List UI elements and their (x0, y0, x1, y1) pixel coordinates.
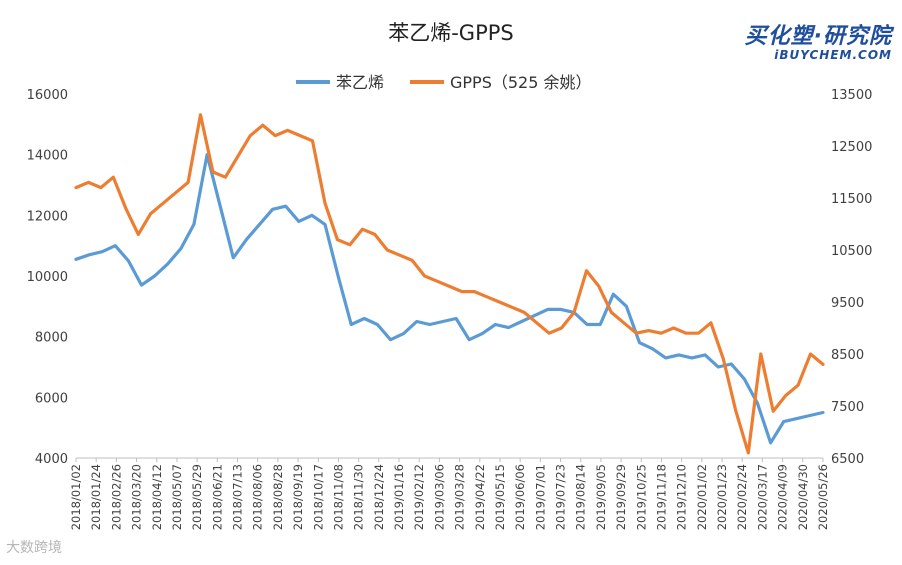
x-tick-label: 2020/02/24 (735, 464, 749, 530)
x-tick-label: 2018/05/29 (190, 464, 204, 530)
y-right-tick-label: 13500 (831, 88, 872, 103)
x-tick-label: 2019/10/25 (634, 464, 648, 530)
y-left-tick-label: 8000 (35, 331, 68, 346)
y-right-tick-label: 7500 (831, 400, 864, 415)
y-right-tick-label: 9500 (831, 296, 864, 311)
y-right-tick-label: 6500 (831, 452, 864, 467)
x-tick-label: 2019/08/14 (574, 464, 588, 530)
x-tick-label: 2019/02/12 (412, 464, 426, 530)
y-right-tick-label: 10500 (831, 244, 872, 259)
x-tick-label: 2018/12/24 (372, 464, 386, 530)
x-tick-label: 2019/09/29 (614, 464, 628, 530)
x-tick-label: 2018/11/30 (352, 464, 366, 530)
x-tick-label: 2018/04/12 (150, 464, 164, 530)
x-tick-label: 2020/03/17 (755, 464, 769, 530)
series-line-gpps (74, 113, 825, 455)
x-tick-label: 2020/01/23 (715, 464, 729, 530)
watermark: 大数跨境 (6, 540, 62, 556)
x-tick-label: 2020/05/26 (816, 464, 830, 530)
y-right-tick-label: 8500 (831, 348, 864, 363)
x-tick-label: 2018/01/02 (69, 464, 83, 530)
y-left-tick-label: 14000 (27, 149, 68, 164)
x-tick-label: 2020/04/09 (776, 464, 790, 530)
x-tick-label: 2018/01/24 (89, 464, 103, 530)
x-tick-label: 2018/08/28 (271, 464, 285, 530)
y-left-tick-label: 6000 (35, 391, 68, 406)
legend: 苯乙烯 GPPS（525 余姚） (296, 73, 591, 92)
y-left-tick-label: 4000 (35, 452, 68, 467)
plot-area (74, 113, 825, 455)
x-tick-label: 2018/03/20 (130, 464, 144, 530)
x-tick-label: 2019/12/10 (675, 464, 689, 530)
brand-logo: 买化塑·研究院 iBUYCHEM.COM (745, 18, 892, 62)
y-right-axis: 6500 7500 8500 9500 10500 11500 12500 13500 (831, 88, 872, 467)
x-tick-label: 2018/07/13 (231, 464, 245, 530)
x-tick-label: 2018/02/26 (109, 464, 123, 530)
x-tick-label: 2019/01/16 (392, 464, 406, 530)
x-tick-label: 2019/04/22 (473, 464, 487, 530)
x-tick-label: 2019/06/06 (513, 464, 527, 530)
x-tick-label: 2018/10/17 (311, 464, 325, 530)
x-tick-label: 2019/11/18 (654, 464, 668, 530)
x-tick-label: 2018/09/19 (291, 464, 305, 530)
x-tick-label: 2019/07/23 (554, 464, 568, 530)
legend-label-gpps: GPPS（525 余姚） (450, 73, 591, 92)
brand-logo-line1: 买化塑·研究院 (744, 24, 892, 49)
x-tick-label: 2019/09/05 (594, 464, 608, 530)
x-tick-label: 2020/04/30 (796, 464, 810, 530)
x-tick-label: 2020/01/02 (695, 464, 709, 530)
y-left-tick-label: 12000 (27, 209, 68, 224)
y-left-tick-label: 16000 (27, 88, 68, 103)
y-left-tick-label: 10000 (27, 270, 68, 285)
brand-logo-line2: iBUYCHEM.COM (774, 48, 892, 62)
x-tick-label: 2018/05/07 (170, 464, 184, 530)
x-tick-label: 2019/03/28 (453, 464, 467, 530)
x-tick-label: 2019/05/15 (493, 464, 507, 530)
y-left-axis: 4000 6000 8000 10000 12000 14000 16000 (27, 88, 68, 467)
x-tick-label: 2018/11/08 (331, 464, 345, 530)
y-right-tick-label: 11500 (831, 192, 872, 207)
x-tick-label: 2018/08/06 (251, 464, 265, 530)
series-line-styrene (74, 153, 825, 445)
x-tick-label: 2019/07/01 (533, 464, 547, 530)
y-right-tick-label: 12500 (831, 140, 872, 155)
x-axis: 2018/01/02 2018/01/24 2018/02/26 2018/03/20… (69, 457, 830, 530)
x-tick-label: 2019/03/06 (432, 464, 446, 530)
chart-title: 苯乙烯-GPPS (388, 21, 514, 45)
legend-label-styrene: 苯乙烯 (336, 73, 384, 92)
x-tick-label: 2018/06/21 (210, 464, 224, 530)
